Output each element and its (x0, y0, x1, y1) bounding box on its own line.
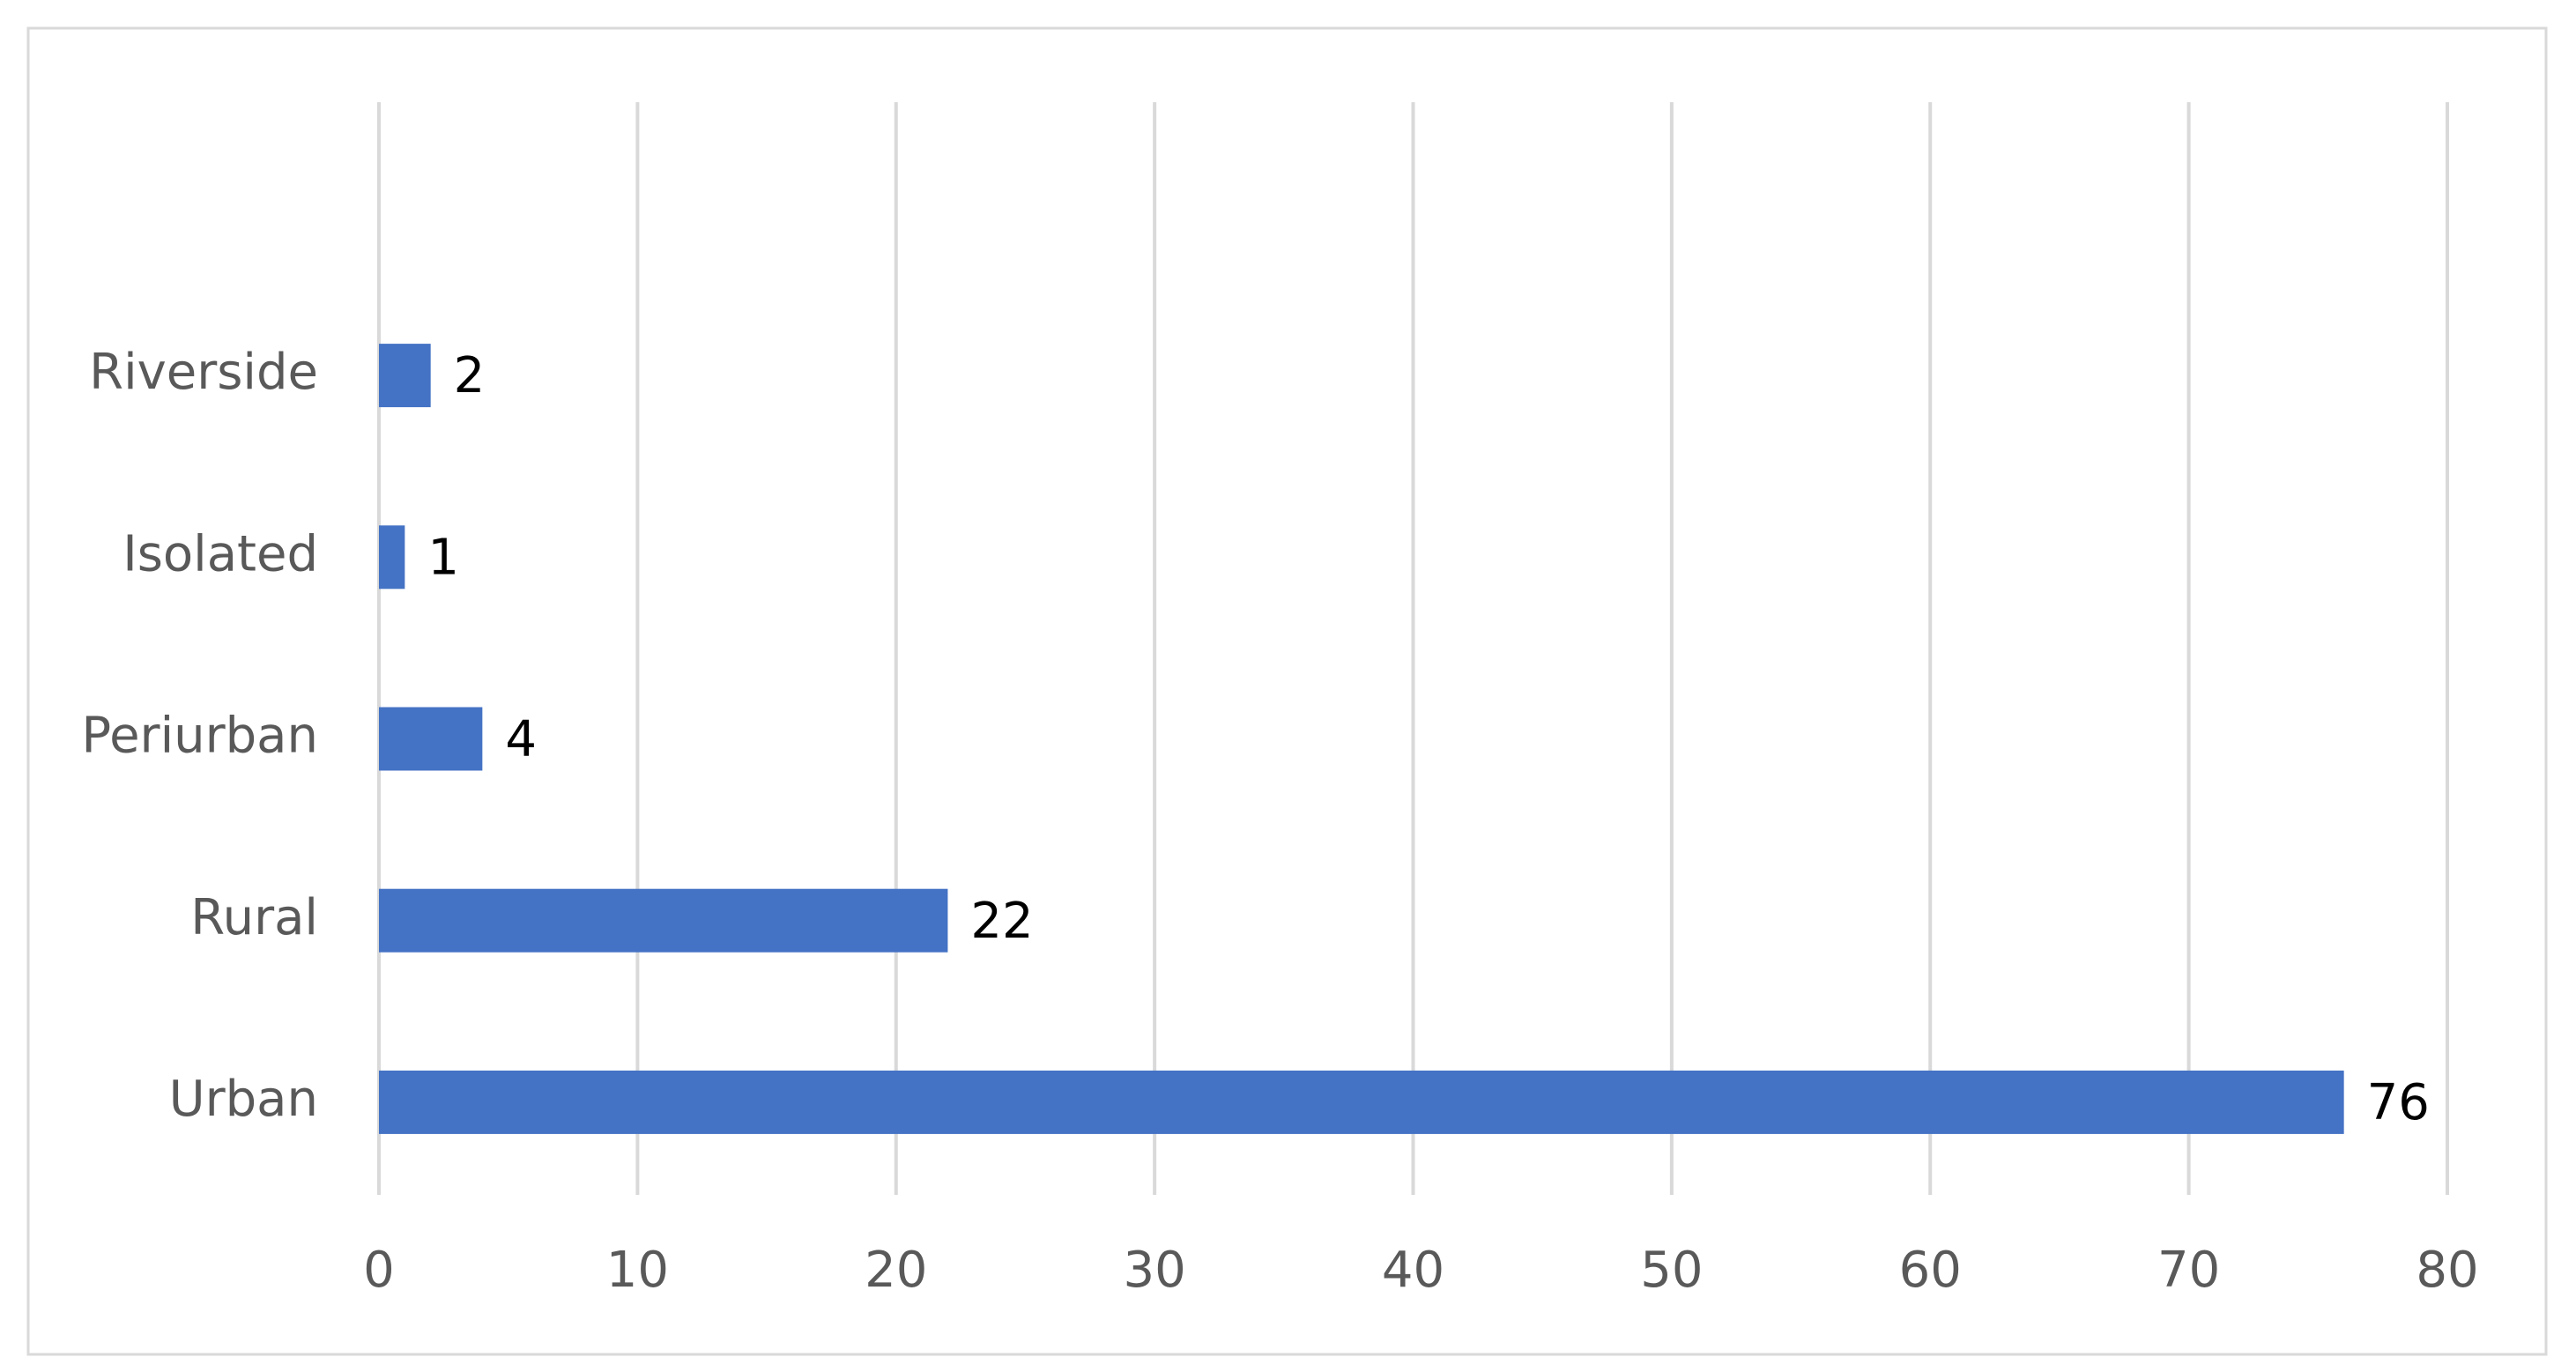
y-tick-label: Rural (190, 889, 318, 946)
value-label: 22 (970, 893, 1033, 950)
value-label: 76 (2367, 1074, 2430, 1131)
bar (379, 525, 405, 590)
x-tick-label: 10 (606, 1242, 669, 1299)
x-tick-label: 60 (1899, 1242, 1962, 1299)
value-label: 1 (427, 529, 459, 586)
y-tick-label: Urban (169, 1071, 318, 1128)
value-label: 4 (505, 711, 537, 768)
value-label: 2 (454, 347, 486, 404)
chart-border (26, 26, 2548, 1356)
bar (379, 707, 483, 771)
x-tick-label: 30 (1123, 1242, 1185, 1299)
y-tick-label: Riverside (89, 344, 318, 401)
y-tick-label: Isolated (122, 525, 318, 582)
x-tick-label: 80 (2416, 1242, 2478, 1299)
x-tick-label: 50 (1640, 1242, 1703, 1299)
x-tick-label: 70 (2157, 1242, 2220, 1299)
x-tick-label: 40 (1382, 1242, 1444, 1299)
x-tick-label: 0 (363, 1242, 395, 1299)
y-tick-label: Periurban (81, 708, 318, 765)
bar (379, 344, 431, 408)
bar (379, 1070, 2344, 1134)
bar (379, 888, 948, 953)
x-tick-label: 20 (865, 1242, 927, 1299)
